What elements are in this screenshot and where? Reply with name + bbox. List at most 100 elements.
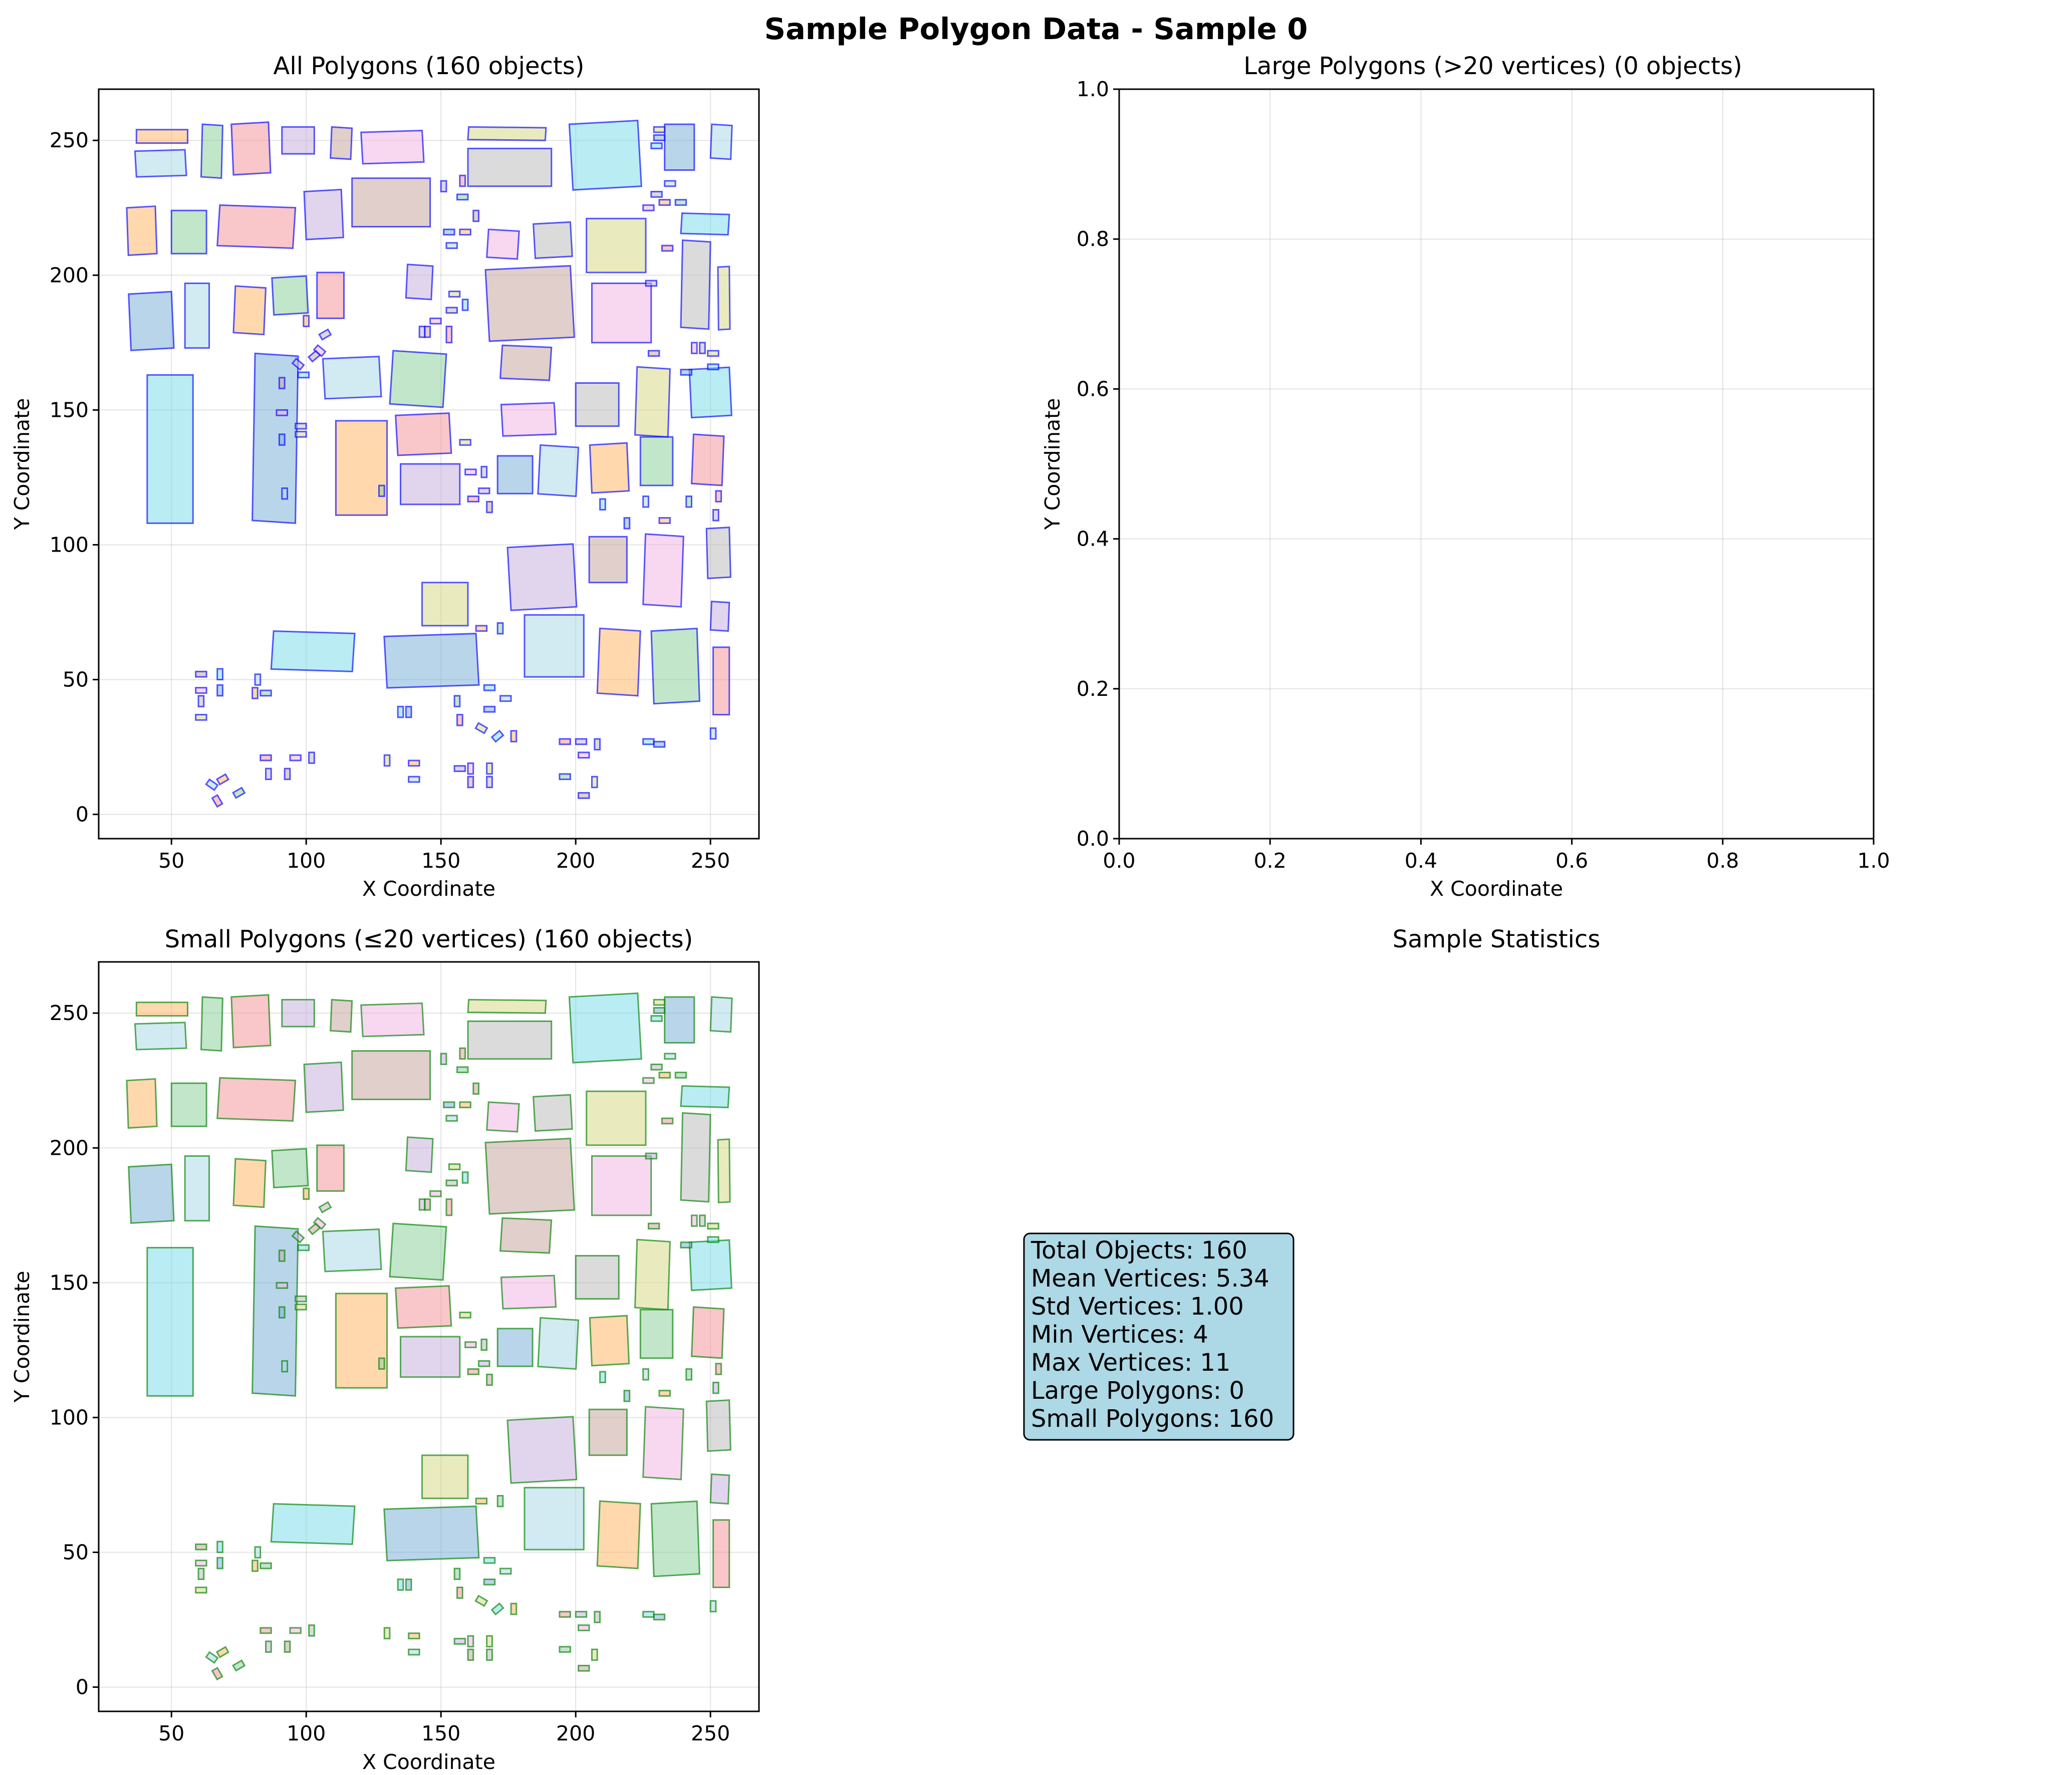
panel-all-title: All Polygons (160 objects) — [274, 52, 585, 80]
panel-all-polygon — [537, 444, 580, 497]
panel-small-polygon — [653, 1006, 666, 1014]
panel-all-polygon — [395, 412, 452, 456]
panel-small-polygon — [490, 1602, 504, 1616]
panel-small-polygon — [284, 1640, 291, 1653]
panel-small-polygon — [642, 1611, 655, 1618]
panel-small-polygon — [707, 1222, 719, 1230]
panel-small-polygon — [709, 1600, 717, 1613]
panel-small-polygon — [251, 1225, 299, 1397]
panel-all-polygon — [459, 439, 471, 446]
panel-small-polygon — [484, 1137, 576, 1215]
panel-all-polygon — [685, 495, 693, 508]
panel-small-polygon — [467, 1635, 474, 1648]
panel-all-polygon — [281, 487, 289, 500]
panel-small-polygon — [483, 1578, 496, 1586]
panel-all-polygon — [575, 738, 588, 745]
panel-small-polygon — [680, 1112, 711, 1203]
panel-small-polygon — [303, 1061, 344, 1113]
panel-small-polygon — [691, 1214, 698, 1227]
panel-all-polygon — [594, 738, 601, 750]
panel-large-xlabel: X Coordinate — [1430, 877, 1563, 901]
panel-large-ticks: 0.0 0.2 0.4 0.6 0.8 1.0 0.0 0.2 0.4 0.6 0.8 1.0 — [1077, 77, 1890, 873]
panel-all-polygon — [591, 776, 598, 789]
panel-all-polygon — [443, 228, 455, 236]
panel-small-polygon — [397, 1578, 404, 1591]
panel-all-polygon — [271, 275, 309, 316]
panel-stats: Sample Statistics Total Objects: 160Mean… — [1023, 925, 1600, 1441]
panel-small-polygon — [297, 1244, 310, 1251]
panel-all-polygon — [690, 433, 725, 486]
panel-small-polygon — [589, 1315, 630, 1367]
panel-small-polygon — [559, 1646, 571, 1653]
panel-small-polygon — [705, 1399, 731, 1452]
panel-small-polygon — [453, 1568, 461, 1580]
panel-small-polygon — [717, 1138, 731, 1203]
panel-small-polygon — [211, 1666, 223, 1681]
panel-small-polygon — [474, 1595, 488, 1607]
panel-all-polygon — [295, 422, 307, 430]
panel-small-polygon — [429, 1190, 442, 1197]
panel-all-polygon — [297, 371, 310, 379]
panel-small-polygon — [575, 1255, 620, 1300]
panel-all-polygon — [499, 695, 512, 702]
panel-small-polygon — [499, 1568, 512, 1575]
panel-all-polygon — [506, 543, 578, 611]
figure-suptitle: Sample Polygon Data - Sample 0 — [764, 12, 1308, 46]
panel-small-polygon — [653, 1613, 666, 1621]
panel-all-polygon — [456, 713, 463, 726]
panel-all-polygon — [195, 687, 207, 694]
panel-small-polygon — [378, 1357, 385, 1370]
panel-small-polygon — [215, 1646, 230, 1658]
panel-all-polygon — [634, 366, 671, 438]
panel-small-polygon — [533, 1094, 573, 1132]
panel-all-polygon — [650, 627, 700, 705]
panel-all-polygon — [467, 776, 474, 789]
panel-large-title: Large Polygons (>20 vertices) (0 objects… — [1243, 52, 1742, 80]
panel-all-polygon — [661, 244, 674, 252]
panel-small-polygon — [316, 1144, 345, 1192]
panel-small-polygon — [405, 1578, 412, 1591]
panel-small-polygon — [639, 1309, 674, 1359]
panel-all-polygon — [596, 627, 641, 697]
panel-small-polygon — [459, 1047, 466, 1060]
panel-small-polygon — [271, 1148, 309, 1189]
panel-all-polygon — [578, 751, 590, 759]
panel-all-polygon — [496, 622, 504, 635]
panel-all-polygon — [575, 382, 620, 427]
panel-small-polygon — [650, 1063, 663, 1071]
panel-small-polygon — [480, 1338, 488, 1351]
panel-large-xtick-label: 0.2 — [1254, 849, 1286, 873]
panel-small-polygon — [496, 1494, 504, 1507]
panel-all-polygon — [276, 409, 289, 416]
panel-small-polygon — [146, 1246, 194, 1397]
panel-small-polygon — [200, 996, 223, 1052]
panel-all-polygon — [318, 328, 332, 341]
panel-small-polygon — [591, 1648, 598, 1661]
panel-small-xtick-label: 150 — [421, 1721, 460, 1745]
panel-small-polygon — [445, 1115, 458, 1122]
panel-all-polygon — [559, 773, 571, 781]
panel-small-polygon — [645, 1152, 658, 1160]
panel-all-polygon — [440, 180, 447, 192]
panel-small-polygon — [445, 1198, 453, 1216]
panel-large-xtick-label: 1.0 — [1857, 849, 1890, 873]
panel-all-polygon — [472, 209, 480, 222]
panel-all-polygon — [478, 487, 490, 494]
panel-all-polygon — [408, 759, 420, 767]
panel-all-polygon — [211, 794, 223, 808]
panel-all-polygon — [197, 695, 205, 707]
panel-small-polygon — [456, 1066, 469, 1074]
panel-all-polygon — [650, 142, 663, 149]
panel-small-polygon — [395, 1285, 452, 1329]
panel-all-polygon — [453, 695, 461, 707]
panel-small-polygon — [389, 1222, 447, 1281]
panel-all-polygon — [568, 119, 642, 191]
panel-all-polygon — [717, 266, 731, 331]
panel-all-polygon — [278, 377, 286, 389]
panel-all-polygon — [251, 687, 258, 699]
panel-small-polygon — [496, 1328, 534, 1367]
panel-all-ticks: 50 100 150 200 250 0 50 100 150 200 250 — [50, 128, 730, 873]
panel-all-polygon — [490, 729, 504, 743]
panel-all-polygon — [389, 350, 447, 408]
